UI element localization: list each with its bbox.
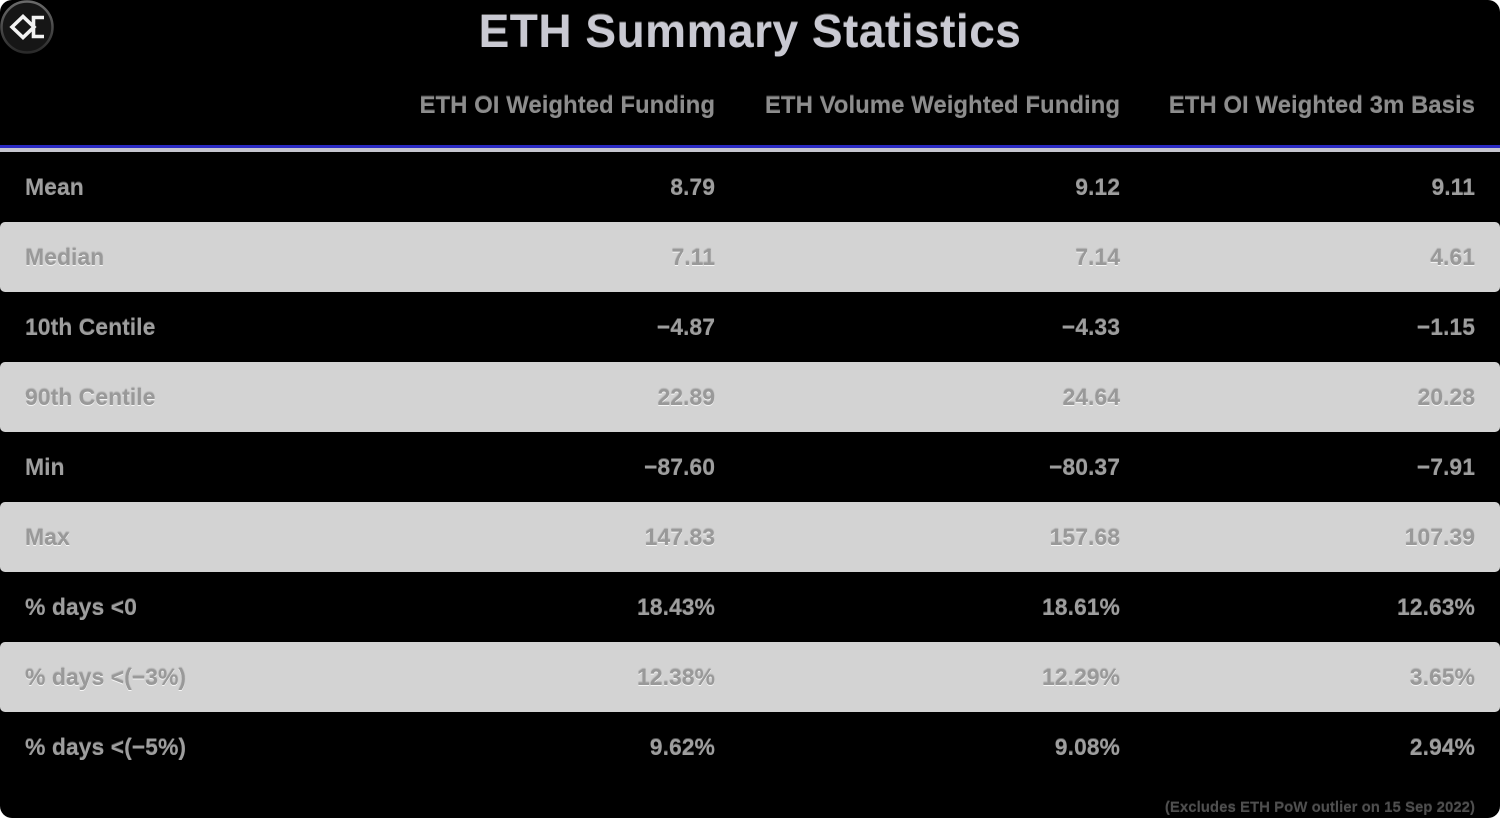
column-header-oi-weighted-3m-basis: ETH OI Weighted 3m Basis: [1168, 92, 1475, 119]
footnote: (Excludes ETH PoW outlier on 15 Sep 2022…: [1164, 799, 1475, 816]
cell-value: 4.61: [1430, 243, 1475, 270]
cell-value: 9.11: [1431, 173, 1476, 200]
column-header-oi-weighted-funding: ETH OI Weighted Funding: [419, 92, 715, 119]
cell-value: 18.43%: [636, 593, 715, 620]
cell-value: 147.83: [644, 523, 715, 550]
table-row: Max 147.83 157.68 107.39: [0, 502, 1500, 572]
header-divider-gray: [0, 148, 1500, 152]
table-row: % days <0 18.43% 18.61% 12.63%: [0, 572, 1500, 642]
cell-value: 9.62%: [649, 733, 715, 760]
sigma-diamond-logo: [0, 0, 58, 58]
cell-value: 9.08%: [1054, 733, 1120, 760]
cell-value: 8.79: [670, 173, 715, 200]
row-label: % days <0: [25, 593, 137, 620]
page-title: ETH Summary Statistics: [478, 5, 1022, 57]
row-label: % days <(−5%): [25, 733, 187, 760]
table-row: % days <(−3%) 12.38% 12.29% 3.65%: [0, 642, 1500, 712]
table-row: Median 7.11 7.14 4.61: [0, 222, 1500, 292]
table-row: Min −87.60 −80.37 −7.91: [0, 432, 1500, 502]
cell-value: 157.68: [1049, 523, 1120, 550]
cell-value: −87.60: [644, 453, 715, 480]
cell-value: 9.12: [1075, 173, 1120, 200]
row-label: 90th Centile: [25, 383, 156, 410]
cell-value: 18.61%: [1041, 593, 1120, 620]
header-divider-blue: [0, 145, 1500, 148]
table-row: Mean 8.79 9.12 9.11: [0, 152, 1500, 222]
cell-value: 12.38%: [636, 663, 715, 690]
column-headers: ETH OI Weighted Funding ETH Volume Weigh…: [0, 92, 1500, 120]
cell-value: 24.64: [1062, 383, 1120, 410]
cell-value: 12.63%: [1396, 593, 1475, 620]
cell-value: 2.94%: [1409, 733, 1475, 760]
cell-value: 7.11: [671, 243, 716, 270]
table-body: Mean 8.79 9.12 9.11 Median 7.11 7.14 4.6…: [0, 152, 1500, 782]
row-label: % days <(−3%): [25, 663, 187, 690]
table-row: 10th Centile −4.87 −4.33 −1.15: [0, 292, 1500, 362]
row-label: Mean: [25, 173, 84, 200]
cell-value: −1.15: [1416, 313, 1475, 340]
row-label: Median: [25, 243, 105, 270]
statistics-table: Mean 8.79 9.12 9.11 Median 7.11 7.14 4.6…: [0, 145, 1500, 782]
sigma-diamond-icon: [0, 0, 54, 54]
table-row: % days <(−5%) 9.62% 9.08% 2.94%: [0, 712, 1500, 782]
cell-value: −4.87: [656, 313, 715, 340]
column-header-volume-weighted-funding: ETH Volume Weighted Funding: [764, 92, 1120, 119]
cell-value: 107.39: [1404, 523, 1475, 550]
cell-value: −80.37: [1049, 453, 1120, 480]
cell-value: −7.91: [1416, 453, 1475, 480]
cell-value: 7.14: [1075, 243, 1120, 270]
cell-value: 3.65%: [1409, 663, 1475, 690]
cell-value: 20.28: [1417, 383, 1475, 410]
row-label: Min: [25, 453, 65, 480]
row-label: 10th Centile: [25, 313, 156, 340]
table-row: 90th Centile 22.89 24.64 20.28: [0, 362, 1500, 432]
cell-value: 22.89: [657, 383, 715, 410]
cell-value: −4.33: [1061, 313, 1120, 340]
cell-value: 12.29%: [1041, 663, 1120, 690]
row-label: Max: [25, 523, 70, 550]
